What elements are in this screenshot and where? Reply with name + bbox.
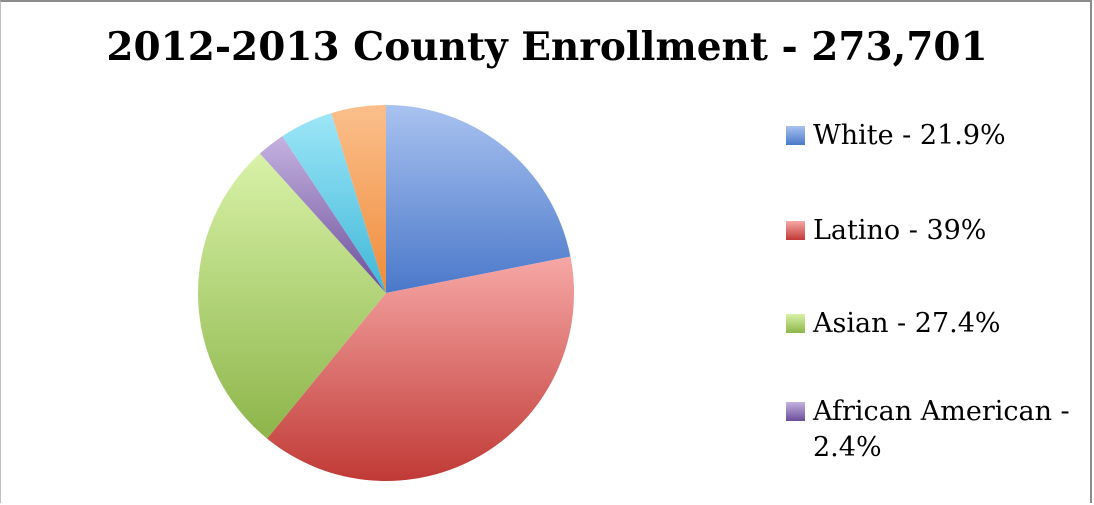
pie-slice-african-american <box>259 136 386 293</box>
legend-label-white: White - 21.9% <box>813 120 1006 151</box>
pie-slice-white <box>386 105 571 293</box>
pie-slice-other-2 <box>331 105 386 293</box>
legend-label-african-american: African American - 2.4% <box>813 394 1083 466</box>
legend-swatch-african-american <box>786 402 805 421</box>
legend-label-latino: Latino - 39% <box>813 215 987 246</box>
pie-slice-asian <box>197 153 386 439</box>
pie-slice-other-1 <box>282 113 386 293</box>
legend-label-african-american-line1: African American - <box>813 396 1070 427</box>
chart-title: 2012-2013 County Enrollment - 273,701 <box>106 24 988 70</box>
pie-slice-latino <box>267 256 575 482</box>
legend-swatch-latino <box>786 221 805 240</box>
legend-swatch-white <box>786 126 805 145</box>
legend-label-asian: Asian - 27.4% <box>813 308 1001 339</box>
pie-slices <box>197 105 575 482</box>
legend-swatch-asian <box>786 314 805 333</box>
legend-label-african-american-line2: 2.4% <box>813 432 882 463</box>
